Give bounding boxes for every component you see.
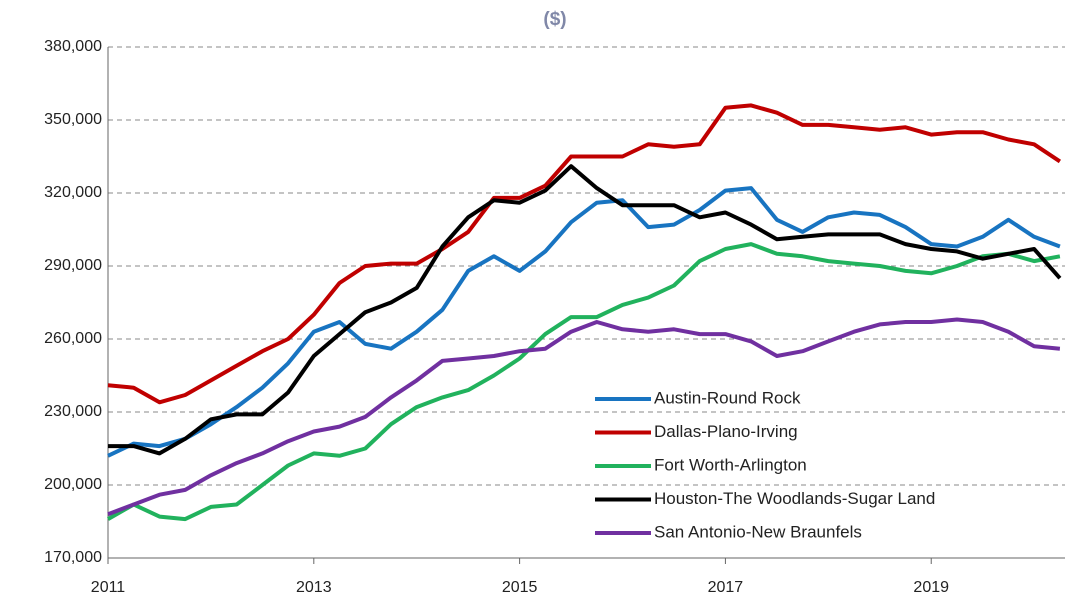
line-series: [108, 164, 1062, 456]
x-tick-label: 2017: [708, 579, 744, 596]
y-tick-label: 170,000: [44, 549, 102, 566]
y-tick-label: 380,000: [44, 38, 102, 55]
x-tick-label: 2013: [296, 579, 332, 596]
y-tick-label: 200,000: [44, 476, 102, 493]
legend-label: Dallas-Plano-Irving: [654, 422, 798, 441]
y-tick-label: 290,000: [44, 257, 102, 274]
x-tick-label: 2015: [502, 579, 538, 596]
x-tick-label: 2019: [913, 579, 949, 596]
legend-label: Houston-The Woodlands-Sugar Land: [654, 489, 935, 508]
legend-label: Austin-Round Rock: [654, 388, 801, 407]
legend-label: San Antonio-New Braunfels: [654, 522, 862, 541]
y-tick-label: 320,000: [44, 184, 102, 201]
line-series: [107, 242, 1061, 522]
chart-title: ($): [543, 9, 566, 30]
y-tick-label: 260,000: [44, 330, 102, 347]
y-tick-label: 230,000: [44, 403, 102, 420]
legend-label: Fort Worth-Arlington: [654, 455, 807, 474]
line-series: [107, 186, 1061, 458]
line-series: [107, 103, 1062, 405]
line-series: [107, 317, 1061, 517]
y-tick-label: 350,000: [44, 111, 102, 128]
x-tick-label: 2011: [91, 579, 126, 596]
